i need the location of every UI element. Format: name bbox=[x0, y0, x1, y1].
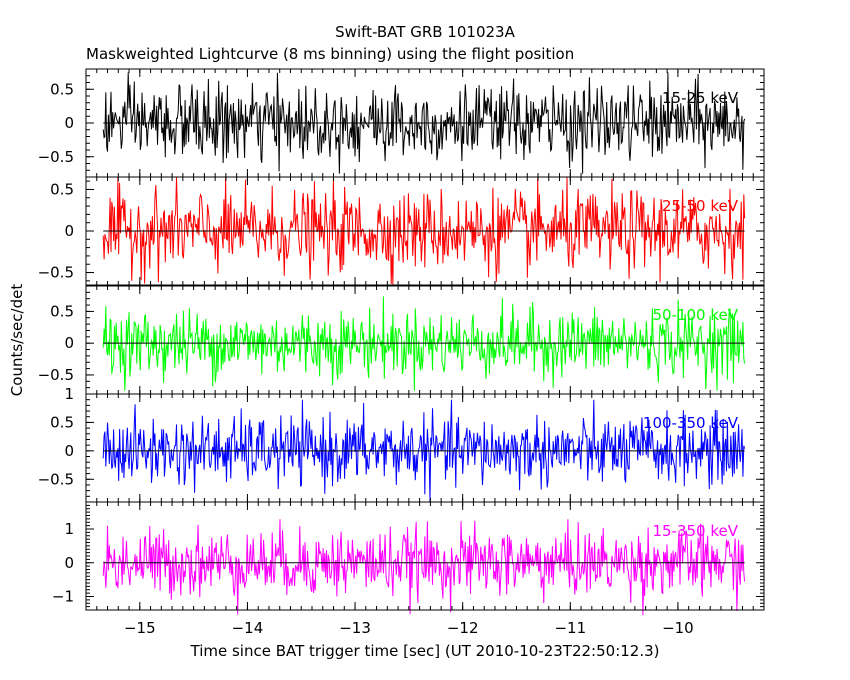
y-tick-label: 0.5 bbox=[50, 80, 74, 98]
y-tick-label: 1 bbox=[64, 385, 74, 403]
series-legend-label: 50-100 keV bbox=[652, 306, 738, 324]
x-axis-label: Time since BAT trigger time [sec] (UT 20… bbox=[190, 642, 660, 660]
series-legend-label: 25-50 keV bbox=[662, 197, 739, 215]
chart-subtitle: Maskweighted Lightcurve (8 ms binning) u… bbox=[86, 45, 574, 63]
y-tick-label: 1 bbox=[64, 520, 74, 538]
y-tick-label: 0 bbox=[64, 222, 74, 240]
series-legend-label: 15-25 keV bbox=[662, 89, 739, 107]
y-tick-label: 0 bbox=[64, 442, 74, 460]
series-legend-label: 100-350 keV bbox=[643, 414, 739, 432]
y-tick-label: 0.5 bbox=[50, 413, 74, 431]
x-tick-label: −15 bbox=[124, 619, 156, 637]
panels-group: 0.5 0 −0.5 15-25 keV 0.5 0 −0.5 25-50 keV 0.5 0 −0… bbox=[38, 68, 765, 637]
y-tick-label: 0 bbox=[64, 334, 74, 352]
y-tick-label: 0 bbox=[64, 554, 74, 572]
y-tick-label: −0.5 bbox=[38, 366, 74, 384]
y-tick-label: −0.5 bbox=[38, 470, 74, 488]
series-line-2 bbox=[102, 176, 746, 286]
x-tick-label: −13 bbox=[339, 619, 371, 637]
series-line-1 bbox=[102, 72, 746, 174]
chart-title: Swift-BAT GRB 101023A bbox=[335, 23, 515, 41]
y-axis-label: Counts/sec/det bbox=[8, 284, 26, 397]
y-tick-label: −0.5 bbox=[38, 264, 74, 282]
y-tick-label: 0.5 bbox=[50, 180, 74, 198]
y-tick-label: −1 bbox=[52, 588, 74, 606]
series-line-5 bbox=[102, 519, 746, 616]
y-tick-label: −0.5 bbox=[38, 148, 74, 166]
series-line-4 bbox=[102, 399, 746, 502]
y-tick-label: 0 bbox=[64, 114, 74, 132]
x-tick-label: −12 bbox=[447, 619, 479, 637]
x-tick-label: −10 bbox=[662, 619, 694, 637]
x-tick-label: −11 bbox=[554, 619, 586, 637]
x-tick-label: −14 bbox=[232, 619, 264, 637]
y-tick-label: 0.5 bbox=[50, 302, 74, 320]
series-legend-label: 15-350 keV bbox=[652, 522, 738, 540]
